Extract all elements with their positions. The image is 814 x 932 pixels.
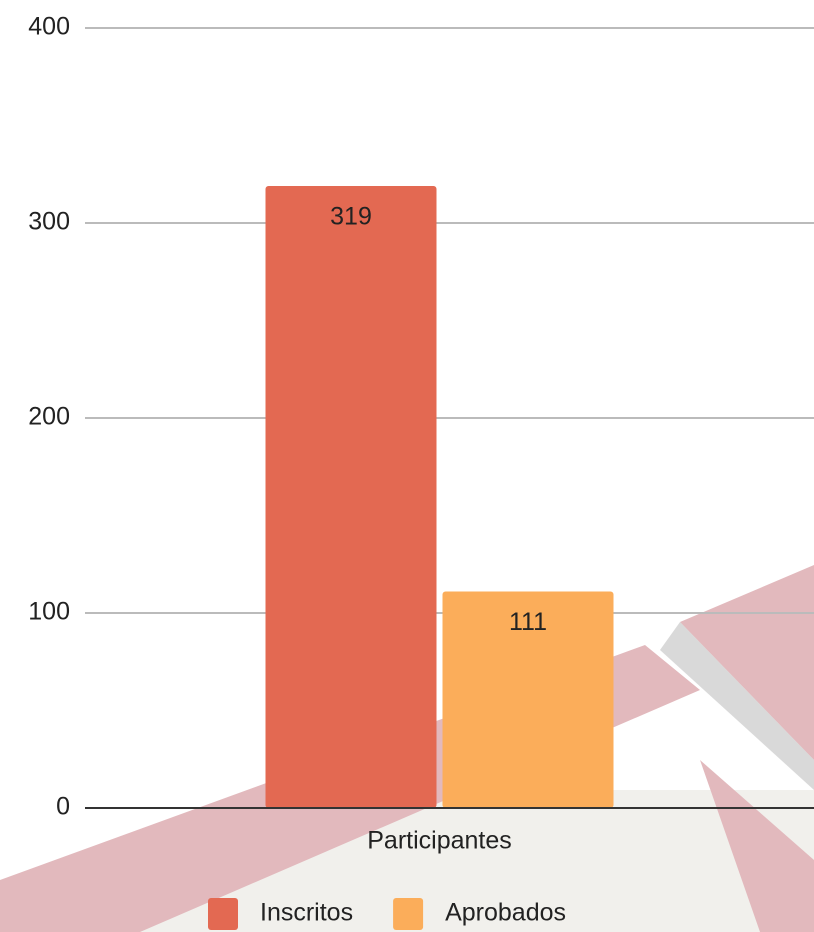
y-tick-label: 200 — [28, 403, 70, 431]
background-shadow — [660, 622, 814, 790]
bar — [265, 185, 437, 808]
y-tick-label: 300 — [28, 208, 70, 236]
legend-label: Aprobados — [445, 899, 566, 927]
data-label: 111 — [509, 608, 547, 636]
bar — [442, 591, 614, 808]
background-stripe — [700, 760, 814, 932]
y-tick-label: 0 — [56, 793, 70, 821]
data-label: 319 — [330, 203, 372, 231]
x-tick-label: Participantes — [367, 827, 512, 855]
y-tick-label: 400 — [28, 13, 70, 41]
legend-swatch — [393, 898, 424, 930]
y-tick-label: 100 — [28, 598, 70, 626]
legend-label: Inscritos — [260, 899, 353, 927]
legend-swatch — [208, 898, 238, 930]
